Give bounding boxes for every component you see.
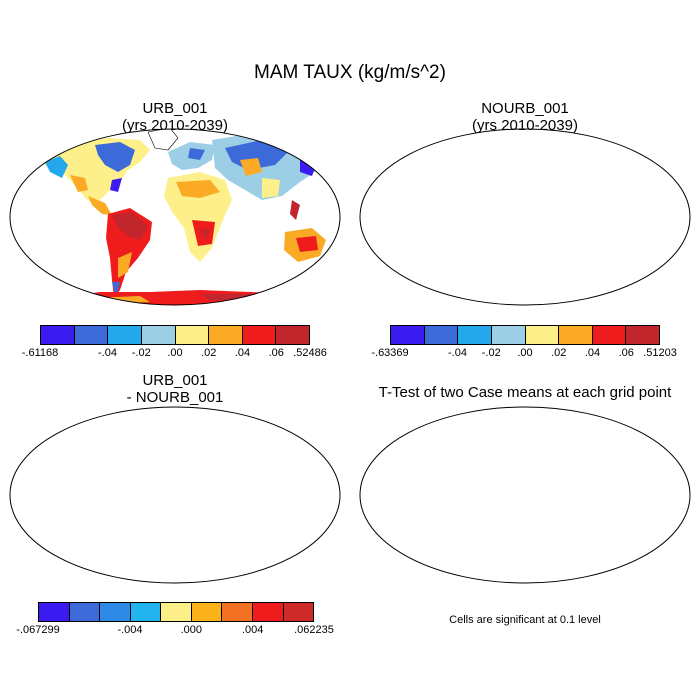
ttest-note: Cells are significant at 0.1 level: [449, 614, 601, 626]
colorbar-diff-segment: [252, 603, 284, 621]
colorbar-nourb-segment: [626, 326, 659, 344]
colorbar-diff-segment: [191, 603, 223, 621]
colorbar-diff-tick-label: -.004: [117, 624, 143, 636]
colorbar-diff-segment: [69, 603, 101, 621]
map-ttest-land: [390, 406, 680, 578]
colorbar-nourb-tick-label: .04: [584, 347, 601, 359]
colorbar-diff-tick-label: .000: [180, 624, 203, 636]
colorbar-urb: [40, 325, 310, 345]
panel-nourb-title: NOURB_001 (yrs 2010-2039): [425, 100, 625, 134]
colorbar-urb-segment: [276, 326, 309, 344]
colorbar-urb-tick-label: -.04: [98, 347, 117, 359]
colorbar-nourb-segment: [559, 326, 593, 344]
colorbar-nourb-segment: [525, 326, 560, 344]
colorbar-diff-segment: [39, 603, 70, 621]
panel-nourb-title-line1: NOURB_001: [481, 100, 569, 117]
map-urb-border: [9, 128, 341, 306]
colorbar-nourb-segment: [592, 326, 627, 344]
colorbar-urb-labels: -.61168 -.04 -.02 .00 .02 .04 .06 .52486: [22, 347, 327, 361]
colorbar-nourb-labels: -.63369 -.04 -.02 .00 .02 .04 .06 .51203: [371, 347, 676, 361]
colorbar-diff-segment: [283, 603, 314, 621]
colorbar-nourb-segment: [424, 326, 459, 344]
colorbar-urb-segment: [141, 326, 176, 344]
panel-ttest-title: T-Test of two Case means at each grid po…: [378, 384, 672, 401]
map-diff-border: [9, 406, 341, 584]
colorbar-urb-segment: [209, 326, 243, 344]
colorbar-urb-tick-label: -.61168: [21, 347, 59, 359]
colorbar-nourb-segment: [491, 326, 526, 344]
figure-title: MAM TAUX (kg/m/s^2): [254, 62, 446, 83]
colorbar-diff-tick-label: .062235: [294, 624, 334, 636]
colorbar-diff-tick-label: -.067299: [16, 624, 60, 636]
colorbar-nourb-segment: [458, 326, 492, 344]
significant-cells: [422, 428, 671, 577]
colorbar-nourb-tick-label: .06: [618, 347, 634, 359]
map-diff-land: [40, 406, 330, 590]
map-nourb-land: [390, 128, 680, 312]
panel-nourb-title-line2: (yrs 2010-2039): [472, 117, 578, 134]
map-nourb-border: [359, 128, 691, 306]
colorbar-nourb-tick-label: -.02: [481, 347, 501, 359]
colorbar-urb-tick-label: .04: [234, 347, 251, 359]
colorbar-nourb-tick-label: .02: [551, 347, 567, 359]
colorbar-urb-tick-label: -.02: [131, 347, 151, 359]
colorbar-urb-tick-label: .00: [167, 347, 183, 359]
colorbar-nourb: [390, 325, 660, 345]
colorbar-diff-segment: [222, 603, 253, 621]
colorbar-nourb-tick-label: -.63369: [371, 347, 409, 359]
colorbar-urb-segment: [41, 326, 75, 344]
panel-urb-title-line1: URB_001: [142, 100, 208, 117]
colorbar-nourb-tick-label: .51203: [643, 347, 677, 359]
colorbar-nourb-tick-label: -.04: [448, 347, 467, 359]
map-ttest-border: [359, 406, 691, 584]
colorbar-nourb-tick-label: .00: [517, 347, 533, 359]
colorbar-diff-segment: [161, 603, 192, 621]
colorbar-nourb-segment: [391, 326, 425, 344]
panel-diff-title-line2: - NOURB_001: [126, 389, 224, 406]
colorbar-urb-tick-label: .52486: [293, 347, 327, 359]
colorbar-urb-segment: [175, 326, 210, 344]
colorbar-diff-tick-label: .004: [241, 624, 264, 636]
colorbar-urb-segment: [242, 326, 277, 344]
colorbar-diff-labels: -.067299 -.004 .000 .004 .062235: [16, 624, 334, 638]
colorbar-diff: [38, 602, 314, 622]
colorbar-urb-tick-label: .02: [201, 347, 217, 359]
map-urb-land: [40, 129, 330, 305]
colorbar-urb-segment: [74, 326, 109, 344]
colorbar-diff-segment: [130, 603, 162, 621]
colorbar-urb-tick-label: .06: [268, 347, 284, 359]
panel-diff-title-line1: URB_001: [142, 372, 208, 389]
panel-diff-title: URB_001 - NOURB_001: [75, 372, 275, 406]
colorbar-urb-segment: [108, 326, 142, 344]
colorbar-diff-segment: [100, 603, 131, 621]
